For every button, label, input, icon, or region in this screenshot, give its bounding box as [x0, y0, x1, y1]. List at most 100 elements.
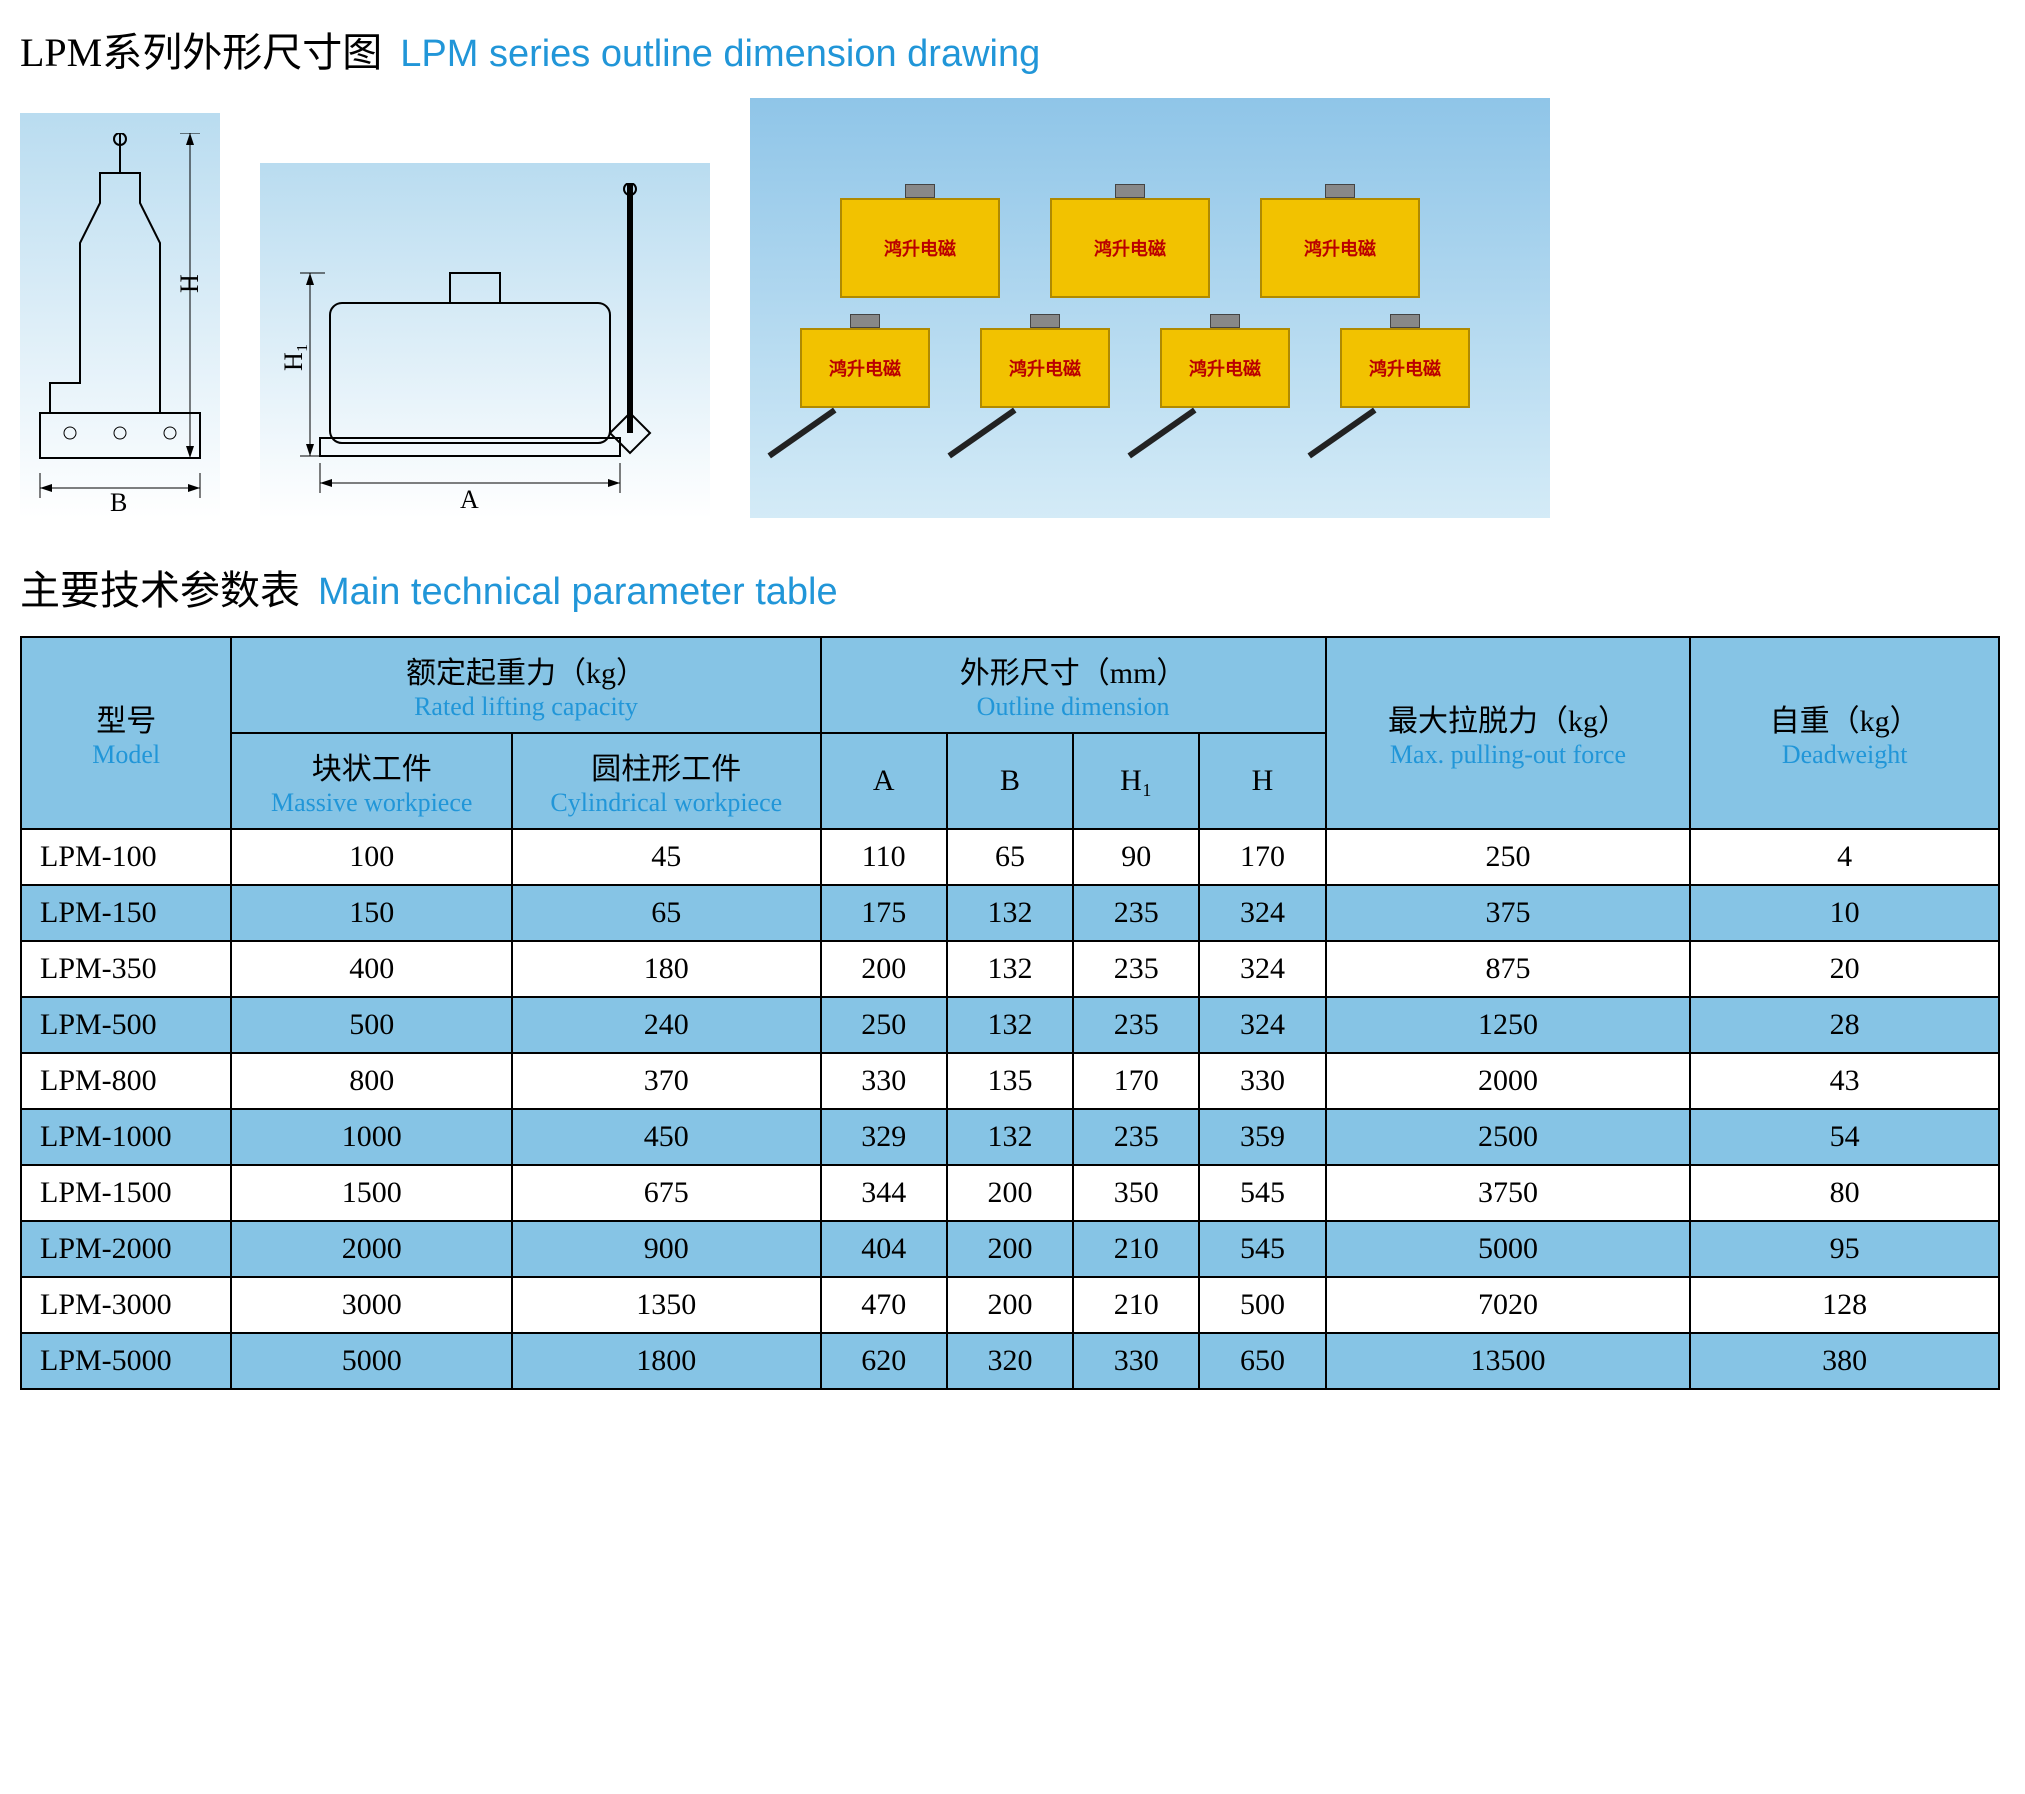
front-view-diagram: H B	[20, 113, 220, 518]
table-cell: 400	[231, 941, 512, 997]
table-cell: 5000	[231, 1333, 512, 1389]
table-cell: LPM-150	[21, 885, 231, 941]
table-cell: 2000	[231, 1221, 512, 1277]
table-cell: 235	[1073, 941, 1199, 997]
table-cell: 54	[1690, 1109, 1999, 1165]
section2-title-en: Main technical parameter table	[318, 571, 838, 614]
product-photo: 鸿升电磁 鸿升电磁 鸿升电磁 鸿升电磁 鸿升电磁 鸿升电磁 鸿升电磁	[750, 98, 1550, 518]
table-cell: 900	[512, 1221, 821, 1277]
table-cell: 500	[231, 997, 512, 1053]
table-cell: 545	[1199, 1221, 1325, 1277]
table-cell: LPM-350	[21, 941, 231, 997]
dim-label-H1: H₁	[279, 343, 308, 371]
table-cell: 620	[821, 1333, 947, 1389]
table-cell: 65	[947, 829, 1073, 885]
table-cell: 1000	[231, 1109, 512, 1165]
table-cell: 800	[231, 1053, 512, 1109]
table-cell: 2500	[1326, 1109, 1691, 1165]
table-cell: 545	[1199, 1165, 1325, 1221]
section2-title-cn: 主要技术参数表	[20, 558, 300, 616]
table-row: LPM-1001004511065901702504	[21, 829, 1999, 885]
table-cell: 28	[1690, 997, 1999, 1053]
magnet-label: 鸿升电磁	[1369, 355, 1441, 381]
table-cell: 235	[1073, 997, 1199, 1053]
magnet-label: 鸿升电磁	[829, 355, 901, 381]
table-cell: 344	[821, 1165, 947, 1221]
table-cell: 5000	[1326, 1221, 1691, 1277]
table-cell: 235	[1073, 885, 1199, 941]
table-cell: 200	[947, 1221, 1073, 1277]
table-cell: LPM-3000	[21, 1277, 231, 1333]
table-cell: 180	[512, 941, 821, 997]
table-cell: 132	[947, 941, 1073, 997]
hdr-model-cn: 型号	[28, 696, 224, 740]
magnet-label: 鸿升电磁	[1304, 235, 1376, 261]
table-cell: 250	[1326, 829, 1691, 885]
table-cell: 128	[1690, 1277, 1999, 1333]
table-cell: LPM-500	[21, 997, 231, 1053]
table-cell: 370	[512, 1053, 821, 1109]
table-cell: 132	[947, 885, 1073, 941]
side-view-svg: H₁ A	[270, 183, 700, 513]
table-cell: 43	[1690, 1053, 1999, 1109]
hdr-outline-cn: 外形尺寸（mm）	[828, 648, 1319, 692]
table-cell: 240	[512, 997, 821, 1053]
table-cell: 875	[1326, 941, 1691, 997]
magnet-label: 鸿升电磁	[1189, 355, 1261, 381]
hdr-cyl-en: Cylindrical workpiece	[519, 788, 814, 818]
table-cell: 470	[821, 1277, 947, 1333]
table-cell: 450	[512, 1109, 821, 1165]
table-cell: 500	[1199, 1277, 1325, 1333]
table-row: LPM-15001500675344200350545375080	[21, 1165, 1999, 1221]
parameter-table: 型号 Model 额定起重力（kg） Rated lifting capacit…	[20, 636, 2000, 1390]
table-cell: 3750	[1326, 1165, 1691, 1221]
table-cell: LPM-1500	[21, 1165, 231, 1221]
table-cell: 90	[1073, 829, 1199, 885]
table-cell: LPM-800	[21, 1053, 231, 1109]
table-cell: 135	[947, 1053, 1073, 1109]
table-cell: 200	[947, 1165, 1073, 1221]
table-cell: 1250	[1326, 997, 1691, 1053]
table-cell: 250	[821, 997, 947, 1053]
table-cell: 404	[821, 1221, 947, 1277]
hdr-A: A	[828, 764, 940, 798]
table-cell: LPM-100	[21, 829, 231, 885]
table-cell: 330	[1199, 1053, 1325, 1109]
table-row: LPM-3000300013504702002105007020128	[21, 1277, 1999, 1333]
hdr-rated-cn: 额定起重力（kg）	[238, 648, 813, 692]
magnet-label: 鸿升电磁	[884, 235, 956, 261]
table-row: LPM-50005000180062032033065013500380	[21, 1333, 1999, 1389]
magnet-label: 鸿升电磁	[1094, 235, 1166, 261]
magnet-label: 鸿升电磁	[1009, 355, 1081, 381]
hdr-max-en: Max. pulling-out force	[1333, 740, 1684, 770]
table-row: LPM-500500240250132235324125028	[21, 997, 1999, 1053]
table-row: LPM-10001000450329132235359250054	[21, 1109, 1999, 1165]
table-cell: 2000	[1326, 1053, 1691, 1109]
table-cell: 324	[1199, 997, 1325, 1053]
table-cell: 132	[947, 1109, 1073, 1165]
hdr-H1: H₁	[1080, 764, 1192, 798]
hdr-dw-cn: 自重（kg）	[1697, 696, 1992, 740]
table-cell: 330	[821, 1053, 947, 1109]
table-cell: 80	[1690, 1165, 1999, 1221]
table-cell: 650	[1199, 1333, 1325, 1389]
hdr-dw-en: Deadweight	[1697, 740, 1992, 770]
hdr-model-en: Model	[28, 740, 224, 770]
table-row: LPM-20002000900404200210545500095	[21, 1221, 1999, 1277]
section2-title: 主要技术参数表 Main technical parameter table	[20, 558, 2005, 616]
table-cell: LPM-5000	[21, 1333, 231, 1389]
table-cell: 10	[1690, 885, 1999, 941]
table-cell: 324	[1199, 941, 1325, 997]
table-cell: 380	[1690, 1333, 1999, 1389]
hdr-B: B	[954, 764, 1066, 798]
table-cell: LPM-2000	[21, 1221, 231, 1277]
table-row: LPM-35040018020013223532487520	[21, 941, 1999, 997]
table-cell: 330	[1073, 1333, 1199, 1389]
table-cell: 200	[821, 941, 947, 997]
hdr-rated-en: Rated lifting capacity	[238, 692, 813, 722]
table-cell: 150	[231, 885, 512, 941]
diagram-row: H B H₁	[20, 98, 2005, 518]
hdr-H: H	[1206, 764, 1318, 798]
table-cell: 4	[1690, 829, 1999, 885]
section1-title-en: LPM series outline dimension drawing	[400, 33, 1040, 76]
